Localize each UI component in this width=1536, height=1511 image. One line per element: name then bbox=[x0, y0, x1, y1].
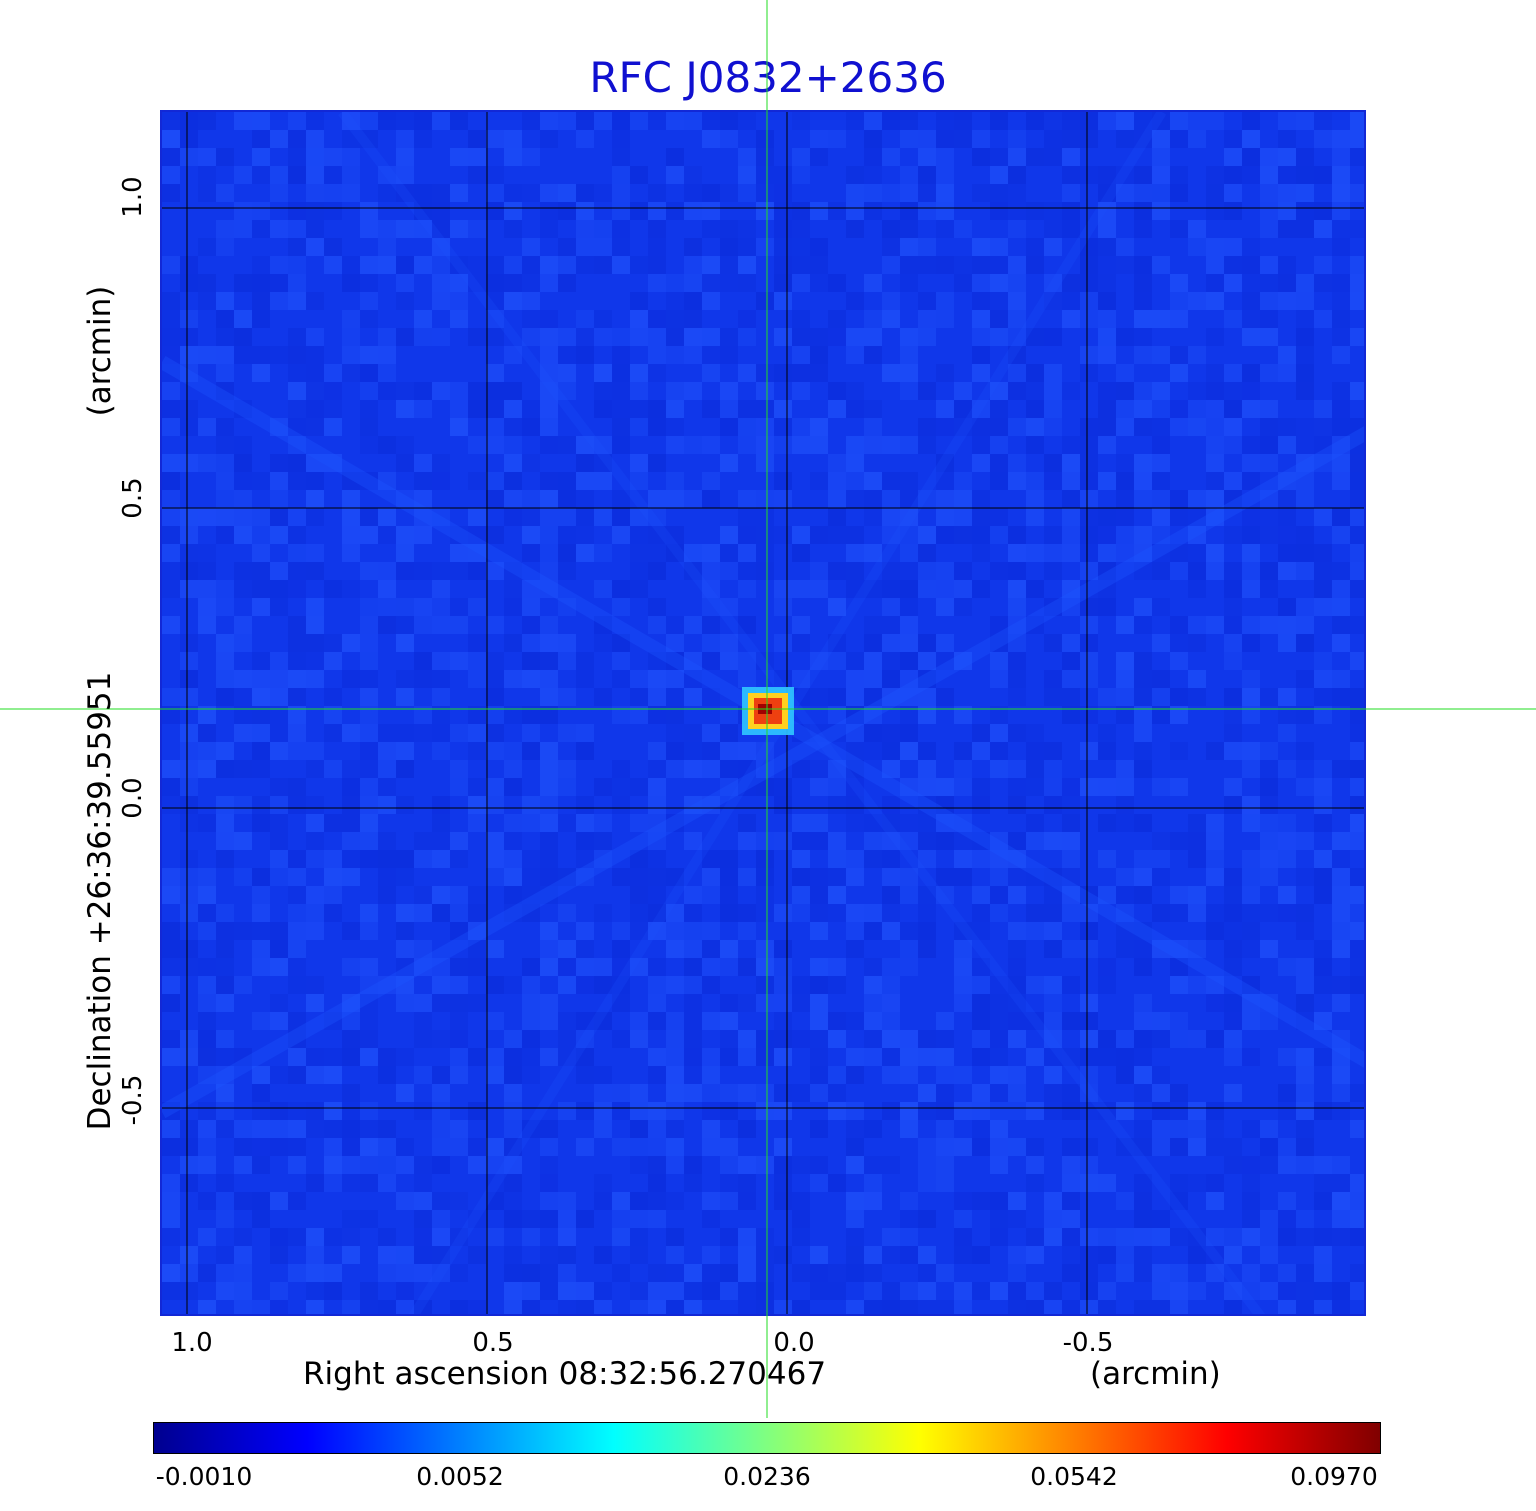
colorbar-tick-label: 0.0052 bbox=[416, 1462, 504, 1491]
noise-texture bbox=[162, 112, 1364, 1314]
y-tick-label: 0.0 bbox=[118, 777, 148, 819]
colorbar-tick-label: 0.0970 bbox=[1290, 1462, 1378, 1491]
sky-image-panel[interactable] bbox=[160, 110, 1366, 1316]
x-tick-label: -0.5 bbox=[1062, 1328, 1114, 1358]
colorbar bbox=[153, 1422, 1381, 1454]
y-tick-label: -0.5 bbox=[118, 1074, 148, 1126]
x-tick-label: 1.0 bbox=[171, 1328, 213, 1358]
colorbar-tick-label: 0.0236 bbox=[723, 1462, 811, 1491]
x-axis-label: Right ascension 08:32:56.270467 bbox=[303, 1356, 827, 1392]
colorbar-tick-label: -0.0010 bbox=[155, 1462, 253, 1491]
colorbar-tick-label: 0.0542 bbox=[1030, 1462, 1118, 1491]
radio-source bbox=[742, 687, 794, 735]
y-axis-label: Declination +26:36:39.55951 bbox=[82, 671, 118, 1131]
x-axis-unit: (arcmin) bbox=[1090, 1356, 1221, 1392]
y-tick-label: 0.5 bbox=[118, 477, 148, 519]
x-tick-label: 0.0 bbox=[773, 1328, 815, 1358]
y-axis-unit: (arcmin) bbox=[82, 285, 118, 417]
image-title: RFC J0832+2636 bbox=[589, 53, 947, 102]
x-tick-label: 0.5 bbox=[472, 1328, 514, 1358]
sky-image-svg bbox=[162, 112, 1364, 1314]
y-tick-label: 1.0 bbox=[118, 176, 148, 218]
